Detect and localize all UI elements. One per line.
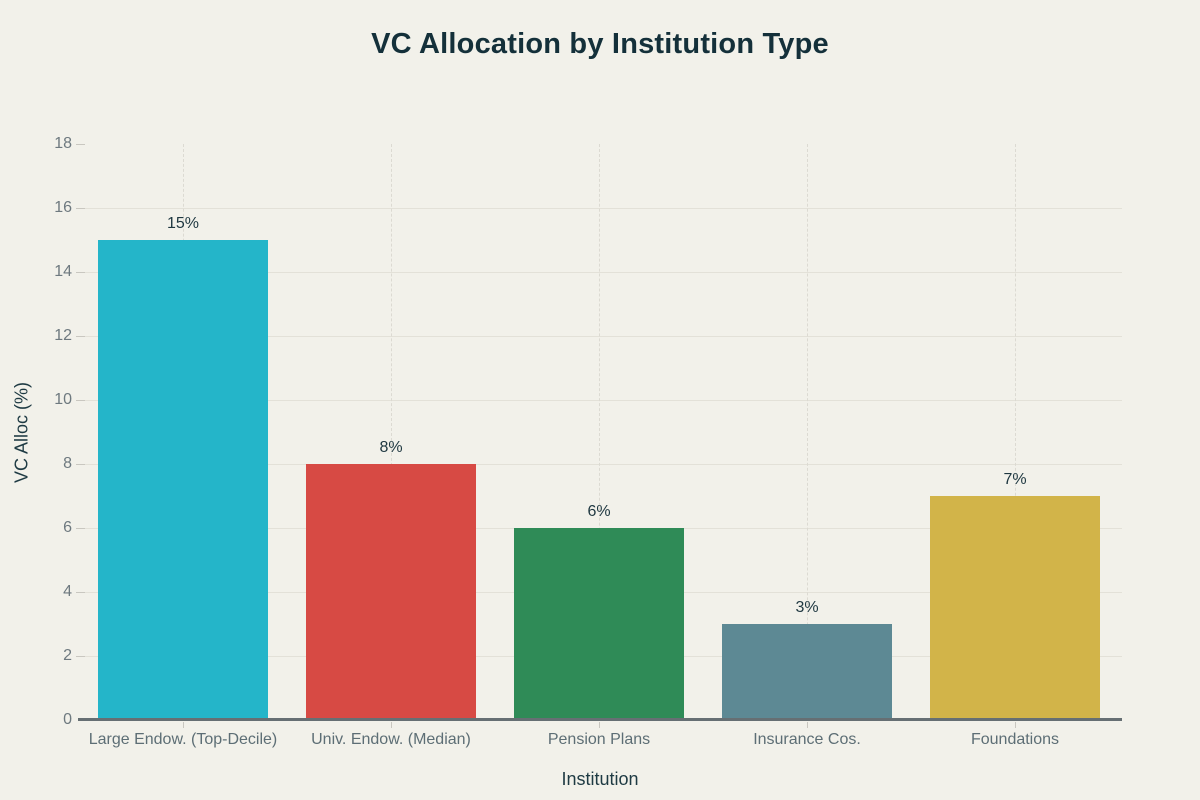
y-gridline — [85, 271, 1122, 273]
y-tick-label: 0 — [63, 711, 72, 728]
x-category-label: Large Endow. (Top-Decile) — [88, 731, 278, 748]
y-gridline — [85, 399, 1122, 401]
x-tick-mark — [598, 722, 600, 728]
x-tick-mark — [1014, 722, 1016, 728]
y-tick-mark — [76, 527, 85, 529]
x-axis-title: Institution — [561, 769, 639, 789]
y-tick-mark — [76, 207, 85, 209]
y-axis-title: VC Alloc (%) — [11, 381, 32, 484]
bar-value-label: 8% — [379, 439, 403, 456]
x-gridline — [598, 144, 600, 720]
y-tick-label: 16 — [54, 199, 72, 216]
y-tick-mark — [76, 271, 85, 273]
y-gridline — [85, 335, 1122, 337]
x-tick-mark — [806, 722, 808, 728]
bar-value-label: 15% — [166, 215, 200, 232]
x-tick-mark — [390, 722, 392, 728]
y-tick-label: 2 — [63, 647, 72, 664]
y-tick-label: 12 — [54, 327, 72, 344]
y-tick-label: 18 — [54, 135, 72, 152]
x-gridline — [390, 144, 392, 720]
bar-2 — [306, 464, 476, 720]
x-gridline — [1014, 144, 1016, 720]
bar-4 — [722, 624, 892, 720]
x-category-label: Insurance Cos. — [753, 731, 861, 748]
y-tick-label: 8 — [63, 455, 72, 472]
chart-title: VC Allocation by Institution Type — [371, 28, 829, 60]
y-tick-mark — [76, 591, 85, 593]
bar-value-label: 3% — [795, 599, 819, 616]
x-category-label: Foundations — [970, 731, 1060, 748]
bar-5 — [930, 496, 1100, 720]
x-tick-mark — [182, 722, 184, 728]
y-tick-label: 4 — [63, 583, 72, 600]
bar-value-label: 6% — [587, 503, 611, 520]
y-tick-mark — [76, 143, 85, 145]
x-axis-line — [78, 718, 1122, 721]
y-tick-label: 10 — [54, 391, 72, 408]
y-tick-mark — [76, 655, 85, 657]
y-gridline — [85, 463, 1122, 465]
bar-1 — [98, 240, 268, 720]
x-category-label: Pension Plans — [547, 731, 651, 748]
x-gridline — [806, 144, 808, 720]
y-tick-label: 6 — [63, 519, 72, 536]
bar-3 — [514, 528, 684, 720]
x-category-label: Univ. Endow. (Median) — [311, 731, 471, 748]
y-tick-mark — [76, 463, 85, 465]
y-tick-label: 14 — [54, 263, 72, 280]
bar-value-label: 7% — [1003, 471, 1027, 488]
y-tick-mark — [76, 335, 85, 337]
y-tick-mark — [76, 399, 85, 401]
y-gridline — [85, 207, 1122, 209]
